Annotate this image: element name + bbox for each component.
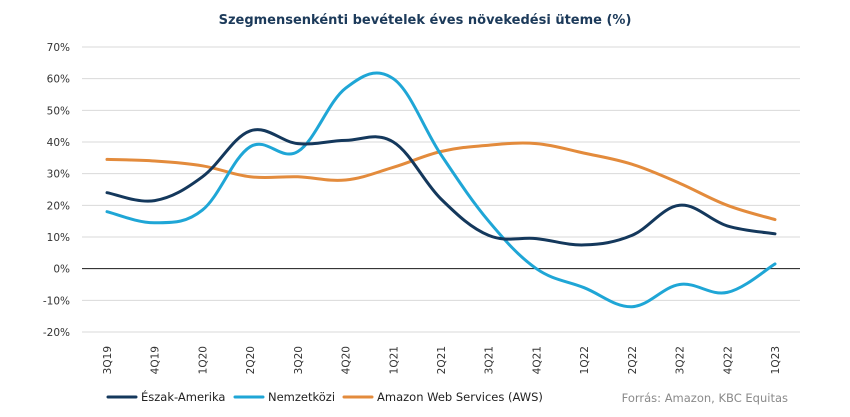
- x-tick-label: 4Q20: [341, 346, 353, 374]
- series-line-1: [105, 71, 777, 309]
- series-line-0: [105, 128, 777, 247]
- x-tick-label: 2Q21: [436, 346, 448, 374]
- chart-title: Szegmensenkénti bevételek éves növekedés…: [219, 13, 632, 28]
- x-axis-tick-labels: 3Q19 4Q19 1Q20 2Q20 3Q20 4Q20 1Q21 2Q21 3Q21 4Q21…: [102, 346, 782, 374]
- y-tick-label: 60%: [47, 74, 70, 86]
- legend-label: Észak-Amerika: [141, 389, 225, 404]
- x-tick-label: 3Q21: [484, 346, 496, 374]
- y-tick-label: 50%: [47, 105, 70, 117]
- y-tick-label: 0%: [53, 264, 70, 276]
- y-tick-label: 30%: [47, 169, 70, 181]
- x-tick-label: 3Q20: [293, 346, 305, 374]
- y-tick-label: -10%: [43, 295, 70, 307]
- x-tick-label: 3Q22: [675, 346, 687, 374]
- grid-lines: [82, 46, 800, 333]
- source-note: Forrás: Amazon, KBC Equitas: [622, 391, 788, 405]
- x-tick-label: 2Q20: [245, 346, 257, 374]
- y-tick-label: -20%: [43, 327, 70, 339]
- legend: Észak-Amerika Nemzetközi Amazon Web Servic…: [106, 389, 543, 404]
- x-tick-label: 4Q22: [722, 346, 734, 374]
- y-tick-label: 10%: [47, 232, 70, 244]
- x-tick-label: 1Q21: [388, 346, 400, 374]
- y-tick-label: 40%: [47, 137, 70, 149]
- legend-label: Nemzetközi: [268, 390, 335, 404]
- y-axis-tick-labels: -20% -10% 0% 10% 20% 30% 40% 50% 60% 70%: [43, 42, 70, 339]
- x-tick-label: 2Q22: [627, 346, 639, 374]
- x-tick-label: 4Q21: [531, 346, 543, 374]
- series-lines: [105, 71, 777, 309]
- x-tick-label: 4Q19: [150, 346, 162, 374]
- series-line-2: [105, 141, 777, 222]
- y-tick-label: 70%: [47, 42, 70, 54]
- x-tick-label: 1Q20: [197, 346, 209, 374]
- x-tick-label: 3Q19: [102, 346, 114, 374]
- x-tick-label: 1Q22: [579, 346, 591, 374]
- y-tick-label: 20%: [47, 200, 70, 212]
- legend-label: Amazon Web Services (AWS): [377, 390, 543, 404]
- x-tick-label: 1Q23: [770, 346, 782, 374]
